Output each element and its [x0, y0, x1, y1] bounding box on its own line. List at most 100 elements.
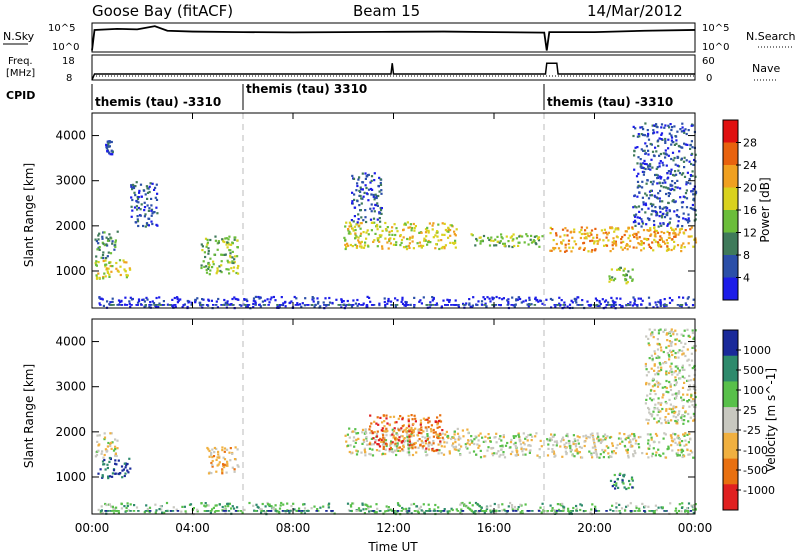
- velocity-cell-5-177: [561, 455, 564, 458]
- velocity-ground-cell-46: [148, 510, 152, 512]
- velocity-ground-cell-25: [633, 510, 637, 512]
- velocity-cell-7-80: [681, 366, 684, 369]
- velocity-ground-cell-99: [396, 510, 400, 512]
- power-cell-6-0: [369, 181, 372, 184]
- power-cell-5-12: [350, 224, 353, 228]
- power-cell-8-170: [549, 232, 552, 235]
- velocity-cell-4-172: [439, 440, 442, 443]
- power-cell-10-262: [687, 221, 690, 224]
- power-cell-7-63: [517, 241, 520, 244]
- power-ground-cell-26: [685, 304, 688, 306]
- velocity-cell-3-241: [396, 442, 399, 445]
- velocity-colorbar-swatch-0: [723, 330, 738, 357]
- velocity-cell-5-325: [551, 435, 554, 438]
- power-cell-11-387: [312, 300, 315, 303]
- power-cell-8-17: [684, 229, 687, 232]
- velocity-cell-4-74: [380, 438, 383, 441]
- velocity-cell-2-49: [206, 446, 209, 450]
- power-cell-11-190: [177, 299, 180, 302]
- power-ground-cell-113: [391, 304, 394, 306]
- velocity-cell-8-407: [524, 503, 527, 506]
- power-cell-11-108: [507, 302, 510, 305]
- power-cell-10-381: [671, 187, 674, 190]
- velocity-cell-3-127: [458, 443, 461, 446]
- velocity-cell-3-183: [372, 443, 375, 446]
- velocity-cell-4-108: [441, 436, 444, 439]
- power-ground-cell-112: [148, 304, 151, 306]
- power-cell-11-274: [442, 299, 445, 302]
- power-cell-10-263: [671, 184, 674, 187]
- power-cell-10-136: [668, 210, 671, 213]
- velocity-cell-6-4: [627, 486, 630, 490]
- power-cell-11-258: [404, 304, 407, 307]
- velocity-cell-6-9: [631, 479, 634, 482]
- velocity-cell-8-180: [357, 507, 361, 510]
- power-cell-11-19: [639, 297, 642, 300]
- velocity-cell-7-92: [687, 412, 690, 416]
- power-cell-10-318: [659, 189, 662, 192]
- power-cell-7-42: [512, 238, 515, 241]
- power-cell-4-94: [228, 243, 231, 246]
- velocity-cell-7-332: [649, 397, 652, 400]
- velocity-cell-8-57: [228, 502, 231, 505]
- velocity-cell-5-305: [605, 445, 608, 448]
- velocity-ytick-label-1000: 1000: [55, 470, 86, 484]
- power-cell-11-52: [109, 301, 112, 304]
- velocity-cell-5-306: [583, 440, 586, 443]
- velocity-cell-8-185: [412, 502, 416, 506]
- power-cell-4-86: [216, 267, 219, 270]
- velocity-cell-5-362: [689, 438, 692, 441]
- velocity-cell-7-297: [666, 339, 669, 342]
- power-cell-8-179: [559, 235, 562, 238]
- power-cell-10-99: [634, 146, 637, 149]
- power-cell-8-7: [607, 239, 610, 242]
- velocity-cell-2-37: [233, 468, 236, 471]
- power-cell-8-124: [664, 242, 667, 245]
- power-cell-10-387: [664, 137, 667, 141]
- velocity-cell-0-16: [108, 475, 111, 478]
- velocity-cell-3-224: [440, 445, 443, 448]
- velocity-cell-4-94: [375, 435, 379, 438]
- power-cell-10-410: [658, 137, 661, 140]
- power-cell-6-63: [358, 189, 361, 192]
- velocity-cell-3-69: [395, 445, 398, 448]
- velocity-cell-4-116: [420, 439, 423, 442]
- power-cell-10-82: [663, 179, 666, 182]
- power-cell-11-343: [657, 300, 660, 303]
- power-ground-cell-15: [475, 304, 479, 306]
- power-cell-3-39: [143, 215, 146, 218]
- velocity-cell-2-57: [211, 463, 214, 466]
- velocity-cell-5-319: [604, 436, 608, 439]
- velocity-cell-3-219: [446, 435, 449, 438]
- velocity-cell-2-10: [226, 462, 229, 465]
- power-ground-cell-140: [425, 304, 429, 306]
- velocity-cell-7-119: [644, 402, 647, 405]
- velocity-cell-5-387: [606, 435, 609, 438]
- velocity-cell-4-115: [436, 426, 439, 429]
- power-cell-1-17: [102, 242, 105, 245]
- velocity-cell-8-49: [261, 502, 264, 506]
- power-ground-cell-132: [120, 304, 124, 306]
- power-cell-11-297: [598, 300, 601, 303]
- power-cell-6-67: [375, 195, 378, 198]
- velocity-cell-7-219: [644, 365, 647, 368]
- power-cell-5-19: [417, 245, 421, 248]
- power-cell-11-40: [313, 305, 316, 308]
- velocity-cell-6-12: [609, 479, 613, 482]
- power-cell-5-184: [420, 231, 423, 234]
- power-cell-4-44: [214, 235, 217, 238]
- power-cell-5-99: [390, 229, 393, 233]
- power-ground-cell-110: [360, 304, 363, 306]
- velocity-cell-8-87: [463, 504, 466, 507]
- velocity-cell-5-168: [586, 435, 590, 439]
- power-cell-8-108: [638, 243, 641, 246]
- power-cell-10-286: [685, 206, 689, 209]
- power-cell-4-59: [206, 238, 209, 241]
- power-cell-10-151: [638, 216, 641, 219]
- velocity-cell-0-0: [124, 472, 127, 475]
- power-cell-11-384: [527, 305, 530, 308]
- power-cell-7-1: [490, 236, 493, 239]
- power-cell-4-19: [221, 253, 224, 256]
- velocity-cell-5-310: [564, 447, 567, 450]
- power-cell-6-59: [376, 204, 379, 207]
